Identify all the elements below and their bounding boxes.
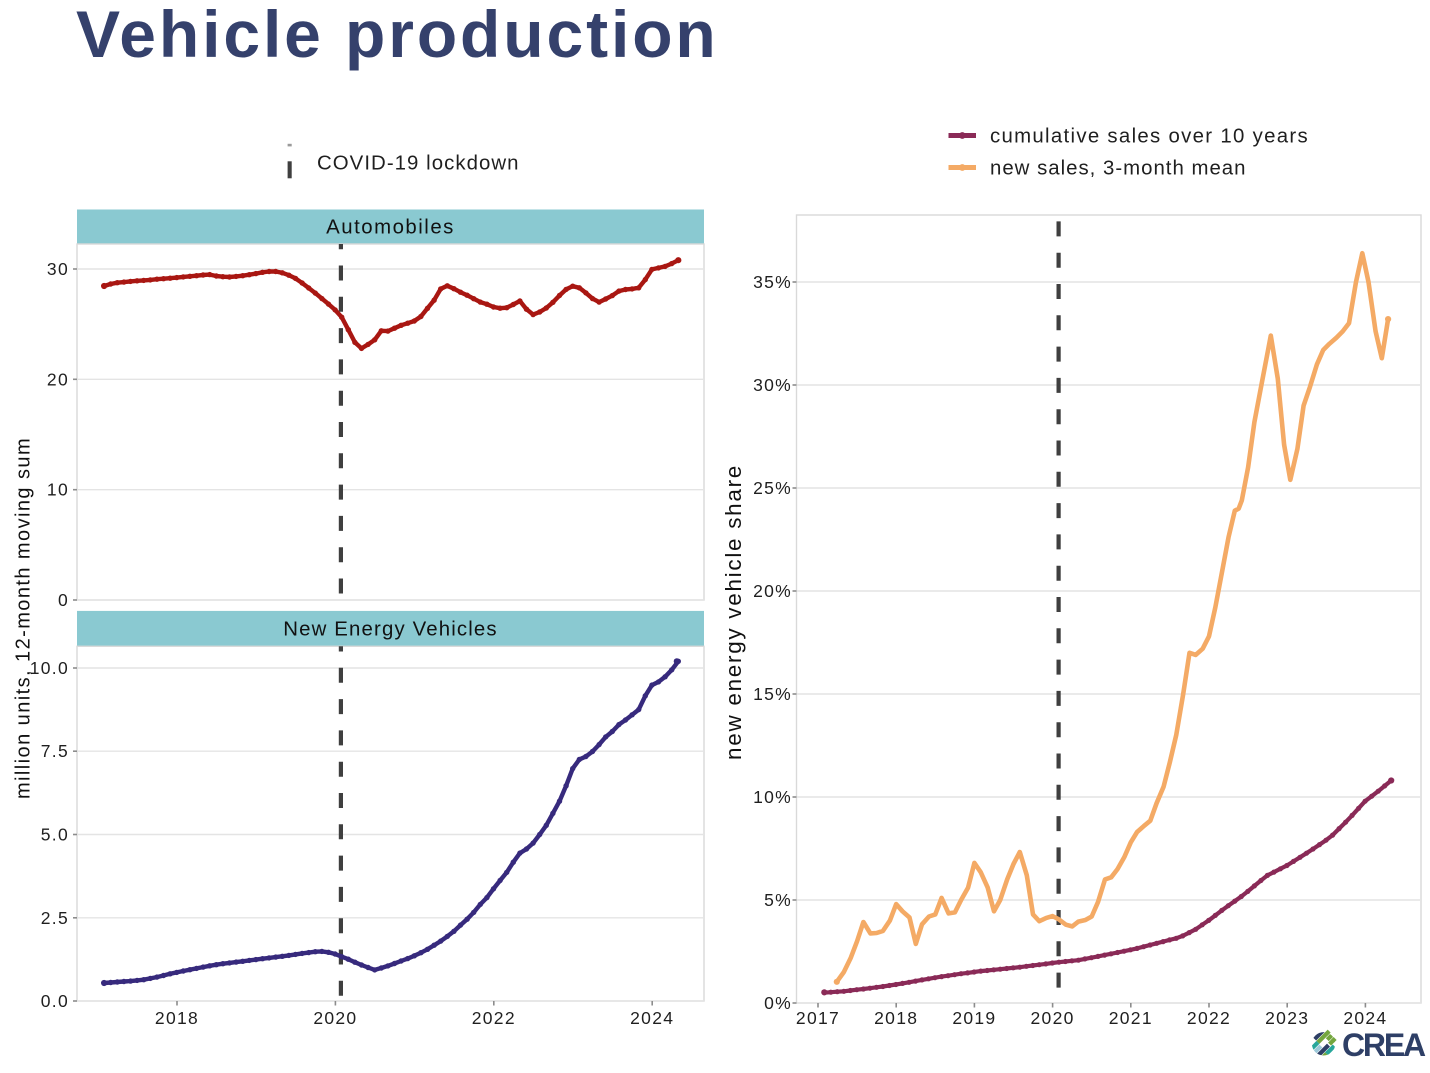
svg-text:20%: 20% xyxy=(753,581,792,601)
svg-text:5.0: 5.0 xyxy=(41,825,69,845)
svg-text:2018: 2018 xyxy=(874,1008,918,1028)
svg-text:25%: 25% xyxy=(753,478,792,498)
svg-text:new sales, 3-month mean: new sales, 3-month mean xyxy=(990,158,1246,180)
svg-text:2020: 2020 xyxy=(313,1008,357,1028)
svg-text:2022: 2022 xyxy=(1187,1008,1231,1028)
svg-text:0.0: 0.0 xyxy=(41,991,69,1011)
svg-text:New Energy Vehicles: New Energy Vehicles xyxy=(283,619,498,641)
svg-text:5%: 5% xyxy=(764,890,792,910)
svg-text:7.5: 7.5 xyxy=(41,741,69,761)
svg-text:10: 10 xyxy=(47,480,69,500)
svg-text:2.5: 2.5 xyxy=(41,908,69,928)
svg-text:COVID-19 lockdown: COVID-19 lockdown xyxy=(317,153,520,175)
svg-text:2018: 2018 xyxy=(155,1008,199,1028)
svg-text:CREA: CREA xyxy=(1342,1027,1426,1063)
svg-text:Vehicle production: Vehicle production xyxy=(76,0,719,71)
svg-text:Automobiles: Automobiles xyxy=(326,217,455,239)
svg-text:30%: 30% xyxy=(753,375,792,395)
svg-text:0: 0 xyxy=(58,590,69,610)
svg-text:new energy vehicle share: new energy vehicle share xyxy=(721,464,746,760)
svg-text:2023: 2023 xyxy=(1265,1008,1309,1028)
svg-text:20: 20 xyxy=(47,369,69,389)
svg-text:0%: 0% xyxy=(764,993,792,1013)
svg-text:million units, 12-month moving: million units, 12-month moving sum xyxy=(13,437,35,799)
svg-text:2020: 2020 xyxy=(1031,1008,1075,1028)
svg-text:10%: 10% xyxy=(753,787,792,807)
svg-text:15%: 15% xyxy=(753,684,792,704)
svg-text:2024: 2024 xyxy=(630,1008,674,1028)
svg-text:2019: 2019 xyxy=(952,1008,996,1028)
svg-text:2017: 2017 xyxy=(796,1008,840,1028)
svg-text:2024: 2024 xyxy=(1343,1008,1387,1028)
svg-text:cumulative sales over 10 years: cumulative sales over 10 years xyxy=(990,126,1309,148)
svg-text:2022: 2022 xyxy=(472,1008,516,1028)
svg-text:35%: 35% xyxy=(753,272,792,292)
svg-text:10.0: 10.0 xyxy=(30,658,69,678)
svg-text:30: 30 xyxy=(47,259,69,279)
svg-text:2021: 2021 xyxy=(1109,1008,1153,1028)
